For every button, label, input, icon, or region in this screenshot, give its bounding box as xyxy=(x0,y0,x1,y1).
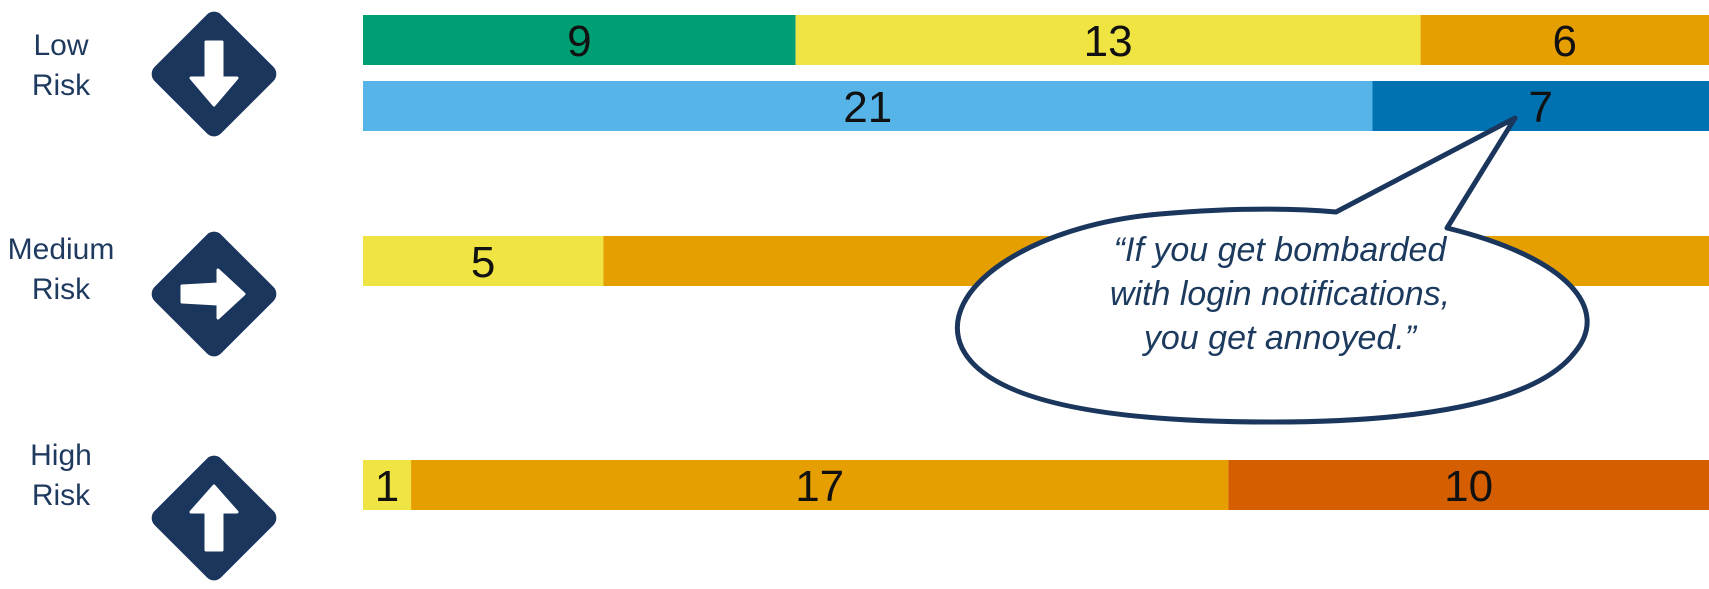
risk-label-low: Low Risk xyxy=(0,26,122,106)
bar-value-label-0-2: 6 xyxy=(1553,17,1577,66)
risk-label-medium-line2: Risk xyxy=(31,273,91,306)
arrow-right-icon xyxy=(151,231,277,357)
bar-segment-0-0 xyxy=(363,15,796,65)
bar-segment-1-1 xyxy=(1372,81,1709,131)
callout-quote-line1: “If you get bombarded xyxy=(1113,231,1447,269)
risk-label-high-line1: High xyxy=(30,439,92,472)
bar-value-label-1-0: 21 xyxy=(843,83,892,132)
arrow-down-icon xyxy=(151,11,277,137)
risk-label-medium: Medium Risk xyxy=(0,230,122,310)
bar-segment-0-2 xyxy=(1420,15,1709,65)
bar-value-label-3-2: 10 xyxy=(1444,462,1493,511)
bar-value-label-1-1: 7 xyxy=(1529,83,1553,132)
bar-value-label-3-1: 17 xyxy=(795,462,844,511)
bar-segment-2-0 xyxy=(363,236,604,286)
bar-segment-0-1 xyxy=(795,15,1421,65)
bar-value-label-2-0: 5 xyxy=(471,238,495,287)
risk-label-low-line2: Risk xyxy=(31,69,91,102)
bar-segment-1-0 xyxy=(363,81,1373,131)
bar-segment-3-1 xyxy=(411,460,1229,510)
bar-value-label-0-0: 9 xyxy=(567,17,591,66)
bar-value-label-3-0: 1 xyxy=(375,462,399,511)
bar-segment-3-0 xyxy=(363,460,412,510)
bar-value-label-0-1: 13 xyxy=(1084,17,1133,66)
bar-segment-3-2 xyxy=(1228,460,1709,510)
callout-quote-line3: you get annoyed.” xyxy=(1143,319,1417,357)
risk-label-low-line1: Low xyxy=(33,29,89,62)
risk-label-medium-line1: Medium xyxy=(7,233,115,266)
risk-label-high: High Risk xyxy=(0,436,122,516)
callout-quote: “If you get bombarded with login notific… xyxy=(1020,228,1540,360)
risk-label-high-line2: Risk xyxy=(31,479,91,512)
arrow-up-icon xyxy=(151,455,277,581)
callout-quote-line2: with login notifications, xyxy=(1109,275,1451,313)
